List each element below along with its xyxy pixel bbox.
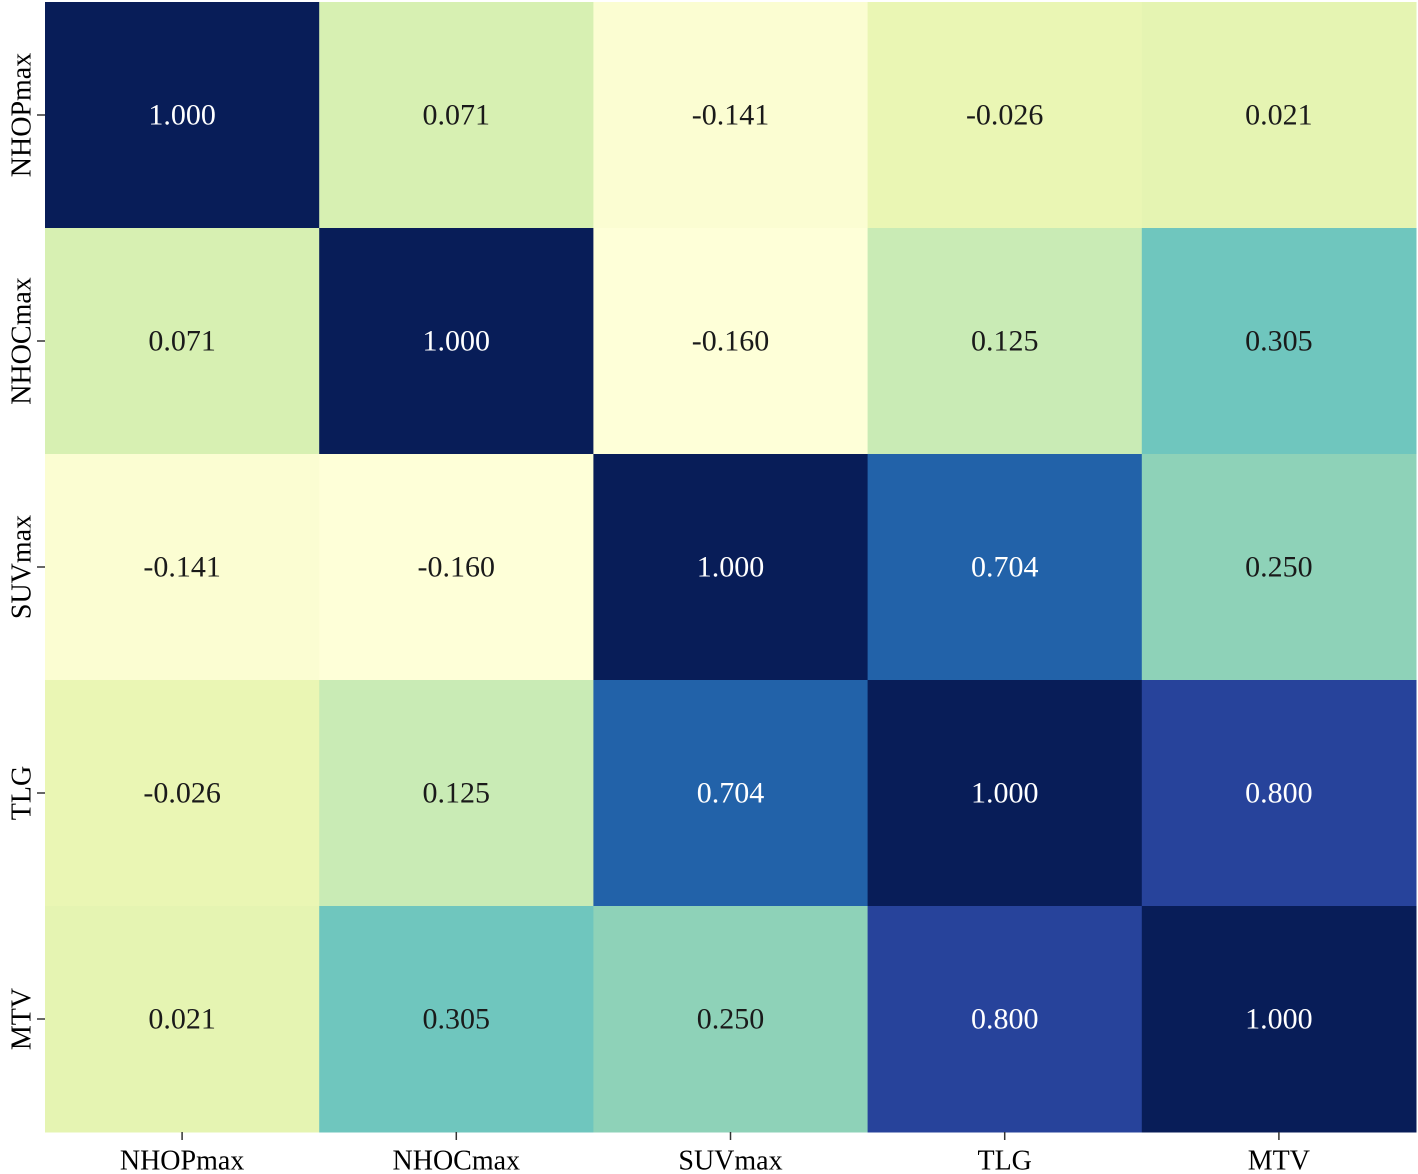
y-tick-label: NHOPmax [7, 53, 38, 177]
cell-value-label: 1.000 [971, 777, 1039, 810]
heatmap-cell [45, 454, 320, 681]
heatmap-cell [593, 680, 869, 907]
cell-value-label: 0.250 [697, 1003, 765, 1036]
heatmap-cell [593, 906, 869, 1133]
cell-value-label: 0.704 [971, 551, 1039, 584]
cell-value-label: 0.800 [1245, 777, 1313, 810]
cell-value-label: 0.800 [971, 1003, 1039, 1036]
cell-value-label: 1.000 [697, 551, 765, 584]
x-tick-label: NHOPmax [120, 1146, 244, 1174]
cell-value-label: 0.071 [148, 325, 216, 358]
y-tick-label: MTV [7, 988, 38, 1050]
heatmap-cell [45, 2, 320, 229]
cell-value-label: -0.141 [692, 99, 770, 132]
heatmap-cell [319, 2, 594, 229]
heatmap-cells [45, 2, 1417, 1133]
heatmap-cell [867, 228, 1143, 455]
heatmap-cell [1141, 2, 1417, 229]
heatmap-cell [319, 680, 594, 907]
heatmap-cell [319, 228, 594, 455]
y-tick-label: TLG [7, 766, 38, 820]
heatmap-cell [45, 680, 320, 907]
x-tick-label: MTV [1248, 1146, 1310, 1174]
cell-value-label: 0.704 [697, 777, 765, 810]
heatmap-cell [1141, 906, 1417, 1133]
cell-value-label: 1.000 [1245, 1003, 1313, 1036]
x-axis: NHOPmax NHOCmax SUVmax TLG MTV [120, 1132, 1310, 1174]
cell-value-label: -0.026 [966, 99, 1044, 132]
cell-value-label: -0.160 [418, 551, 496, 584]
cell-value-label: 1.000 [148, 99, 216, 132]
heatmap-cell [45, 906, 320, 1133]
cell-value-label: 0.305 [1245, 325, 1313, 358]
cell-value-label: -0.026 [143, 777, 221, 810]
cell-value-label: 0.250 [1245, 551, 1313, 584]
x-tick-label: NHOCmax [393, 1146, 521, 1174]
heatmap-cell [593, 228, 869, 455]
heatmap-cell [867, 906, 1143, 1133]
cell-value-label: 0.021 [1245, 99, 1313, 132]
heatmap-cell [319, 454, 594, 681]
heatmap-cell [1141, 228, 1417, 455]
y-tick-label: SUVmax [7, 515, 38, 619]
cell-value-label: 0.071 [423, 99, 491, 132]
cell-value-label: -0.141 [143, 551, 221, 584]
cell-value-label: 0.125 [971, 325, 1039, 358]
y-axis: NHOPmax NHOCmax SUVmax TLG MTV [7, 53, 45, 1050]
heatmap-cell [593, 454, 869, 681]
heatmap-cell [319, 906, 594, 1133]
heatmap-cell [1141, 680, 1417, 907]
y-tick-label: NHOCmax [7, 277, 38, 405]
heatmap-cell [1141, 454, 1417, 681]
heatmap-cell-labels: 1.000 0.071 -0.141 -0.026 0.021 0.071 1.000 -0.… [143, 99, 1312, 1036]
cell-value-label: 0.305 [423, 1003, 491, 1036]
heatmap-cell [45, 228, 320, 455]
heatmap-cell [867, 680, 1143, 907]
cell-value-label: -0.160 [692, 325, 770, 358]
cell-value-label: 1.000 [423, 325, 491, 358]
heatmap-cell [867, 454, 1143, 681]
heatmap-cell [593, 2, 869, 229]
cell-value-label: 0.021 [148, 1003, 216, 1036]
cell-value-label: 0.125 [423, 777, 491, 810]
x-tick-label: TLG [977, 1146, 1031, 1174]
heatmap-cell [867, 2, 1143, 229]
x-tick-label: SUVmax [678, 1146, 782, 1174]
